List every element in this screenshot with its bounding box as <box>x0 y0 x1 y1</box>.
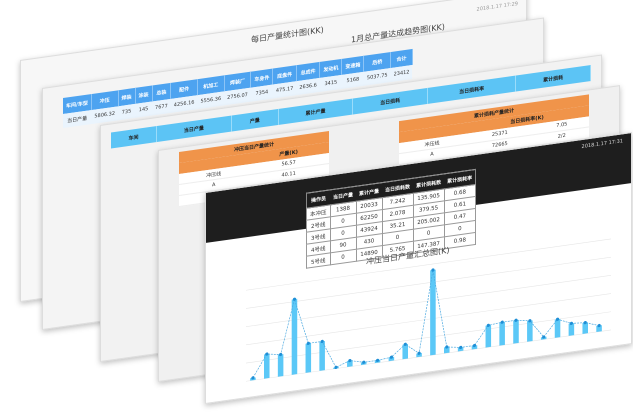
daily-output-title: 每日产量统计图(KK) <box>251 25 324 45</box>
front-dashboard-panel: 2018.1.17 17:31 操作员 当日产量 累计产量 当日损耗数 累计损耗数 累计损… <box>205 131 632 404</box>
table-cell: 735 <box>118 103 136 121</box>
bar[interactable] <box>582 322 589 334</box>
line-point[interactable] <box>500 320 504 324</box>
table-cell: 5806.32 <box>91 106 119 125</box>
table-cell: 当日产量 <box>63 110 92 129</box>
line-point[interactable] <box>389 355 393 359</box>
table-cell: 145 <box>135 101 153 118</box>
column-header: 累计损耗 <box>515 65 591 92</box>
line-point[interactable] <box>279 352 283 357</box>
gridline <box>246 293 611 346</box>
line-point[interactable] <box>348 358 352 363</box>
table-cell: 7354 <box>250 84 273 102</box>
table-cell: 5037.75 <box>363 68 391 86</box>
line-point[interactable] <box>472 343 477 348</box>
table-cell: 475.17 <box>272 81 297 99</box>
column-header: 产量 <box>231 108 279 132</box>
table-cell: 3415 <box>319 74 342 92</box>
column-header: 累计产量 <box>278 98 353 125</box>
gridline <box>246 275 611 327</box>
production-chart <box>246 238 611 382</box>
bar[interactable] <box>347 360 353 368</box>
line-point[interactable] <box>306 341 310 346</box>
bar[interactable] <box>527 320 533 342</box>
bar[interactable] <box>277 354 284 377</box>
line-point[interactable] <box>251 376 255 380</box>
line-point[interactable] <box>528 319 532 323</box>
bar[interactable] <box>305 342 312 373</box>
bar[interactable] <box>264 353 270 379</box>
line-point[interactable] <box>403 342 407 346</box>
bar[interactable] <box>596 325 602 333</box>
table-cell: 7677 <box>152 98 171 116</box>
gridline <box>246 256 611 309</box>
line-point[interactable] <box>555 317 560 321</box>
line-point[interactable] <box>334 365 338 370</box>
table-cell: 2756.07 <box>224 87 251 106</box>
bar[interactable] <box>402 343 408 360</box>
line-point[interactable] <box>459 345 463 350</box>
line-point[interactable] <box>445 345 449 349</box>
column-header: 当日损耗 <box>352 87 428 115</box>
bar[interactable] <box>444 346 450 354</box>
table-cell: 23412 <box>390 64 413 83</box>
bar[interactable] <box>430 269 436 356</box>
table-cell: 5556.36 <box>197 91 225 110</box>
bar[interactable] <box>554 318 561 338</box>
line-point[interactable] <box>431 268 435 272</box>
line-point[interactable] <box>320 339 324 344</box>
bar[interactable] <box>513 319 519 344</box>
line-point[interactable] <box>514 318 518 322</box>
line-point[interactable] <box>362 360 366 364</box>
column-header: 当日损耗率 <box>427 75 516 104</box>
table-cell: 4256.16 <box>170 95 198 113</box>
table-cell: 5号线 <box>306 252 331 269</box>
line-point[interactable] <box>583 321 587 325</box>
bar[interactable] <box>485 324 492 348</box>
table-cell: 2636.6 <box>296 77 320 96</box>
line-point[interactable] <box>569 321 573 326</box>
column-header: 当日产量 <box>156 115 232 143</box>
series-line <box>252 269 600 378</box>
table-cell: 5168 <box>341 71 364 89</box>
gridline <box>246 238 611 291</box>
line-point[interactable] <box>597 323 601 328</box>
table-cell: 0 <box>330 249 357 265</box>
line-point[interactable] <box>375 358 380 362</box>
timestamp: 2018.1.17 17:29 <box>476 1 518 13</box>
line-point[interactable] <box>265 352 269 356</box>
line-point[interactable] <box>486 323 490 328</box>
line-point[interactable] <box>417 351 421 355</box>
line-point[interactable] <box>542 335 546 339</box>
line-point[interactable] <box>292 297 297 301</box>
bar[interactable] <box>568 322 575 336</box>
bar[interactable] <box>291 298 298 375</box>
bar[interactable] <box>499 321 505 346</box>
column-header: 车间 <box>111 126 157 149</box>
bar[interactable] <box>319 341 325 371</box>
